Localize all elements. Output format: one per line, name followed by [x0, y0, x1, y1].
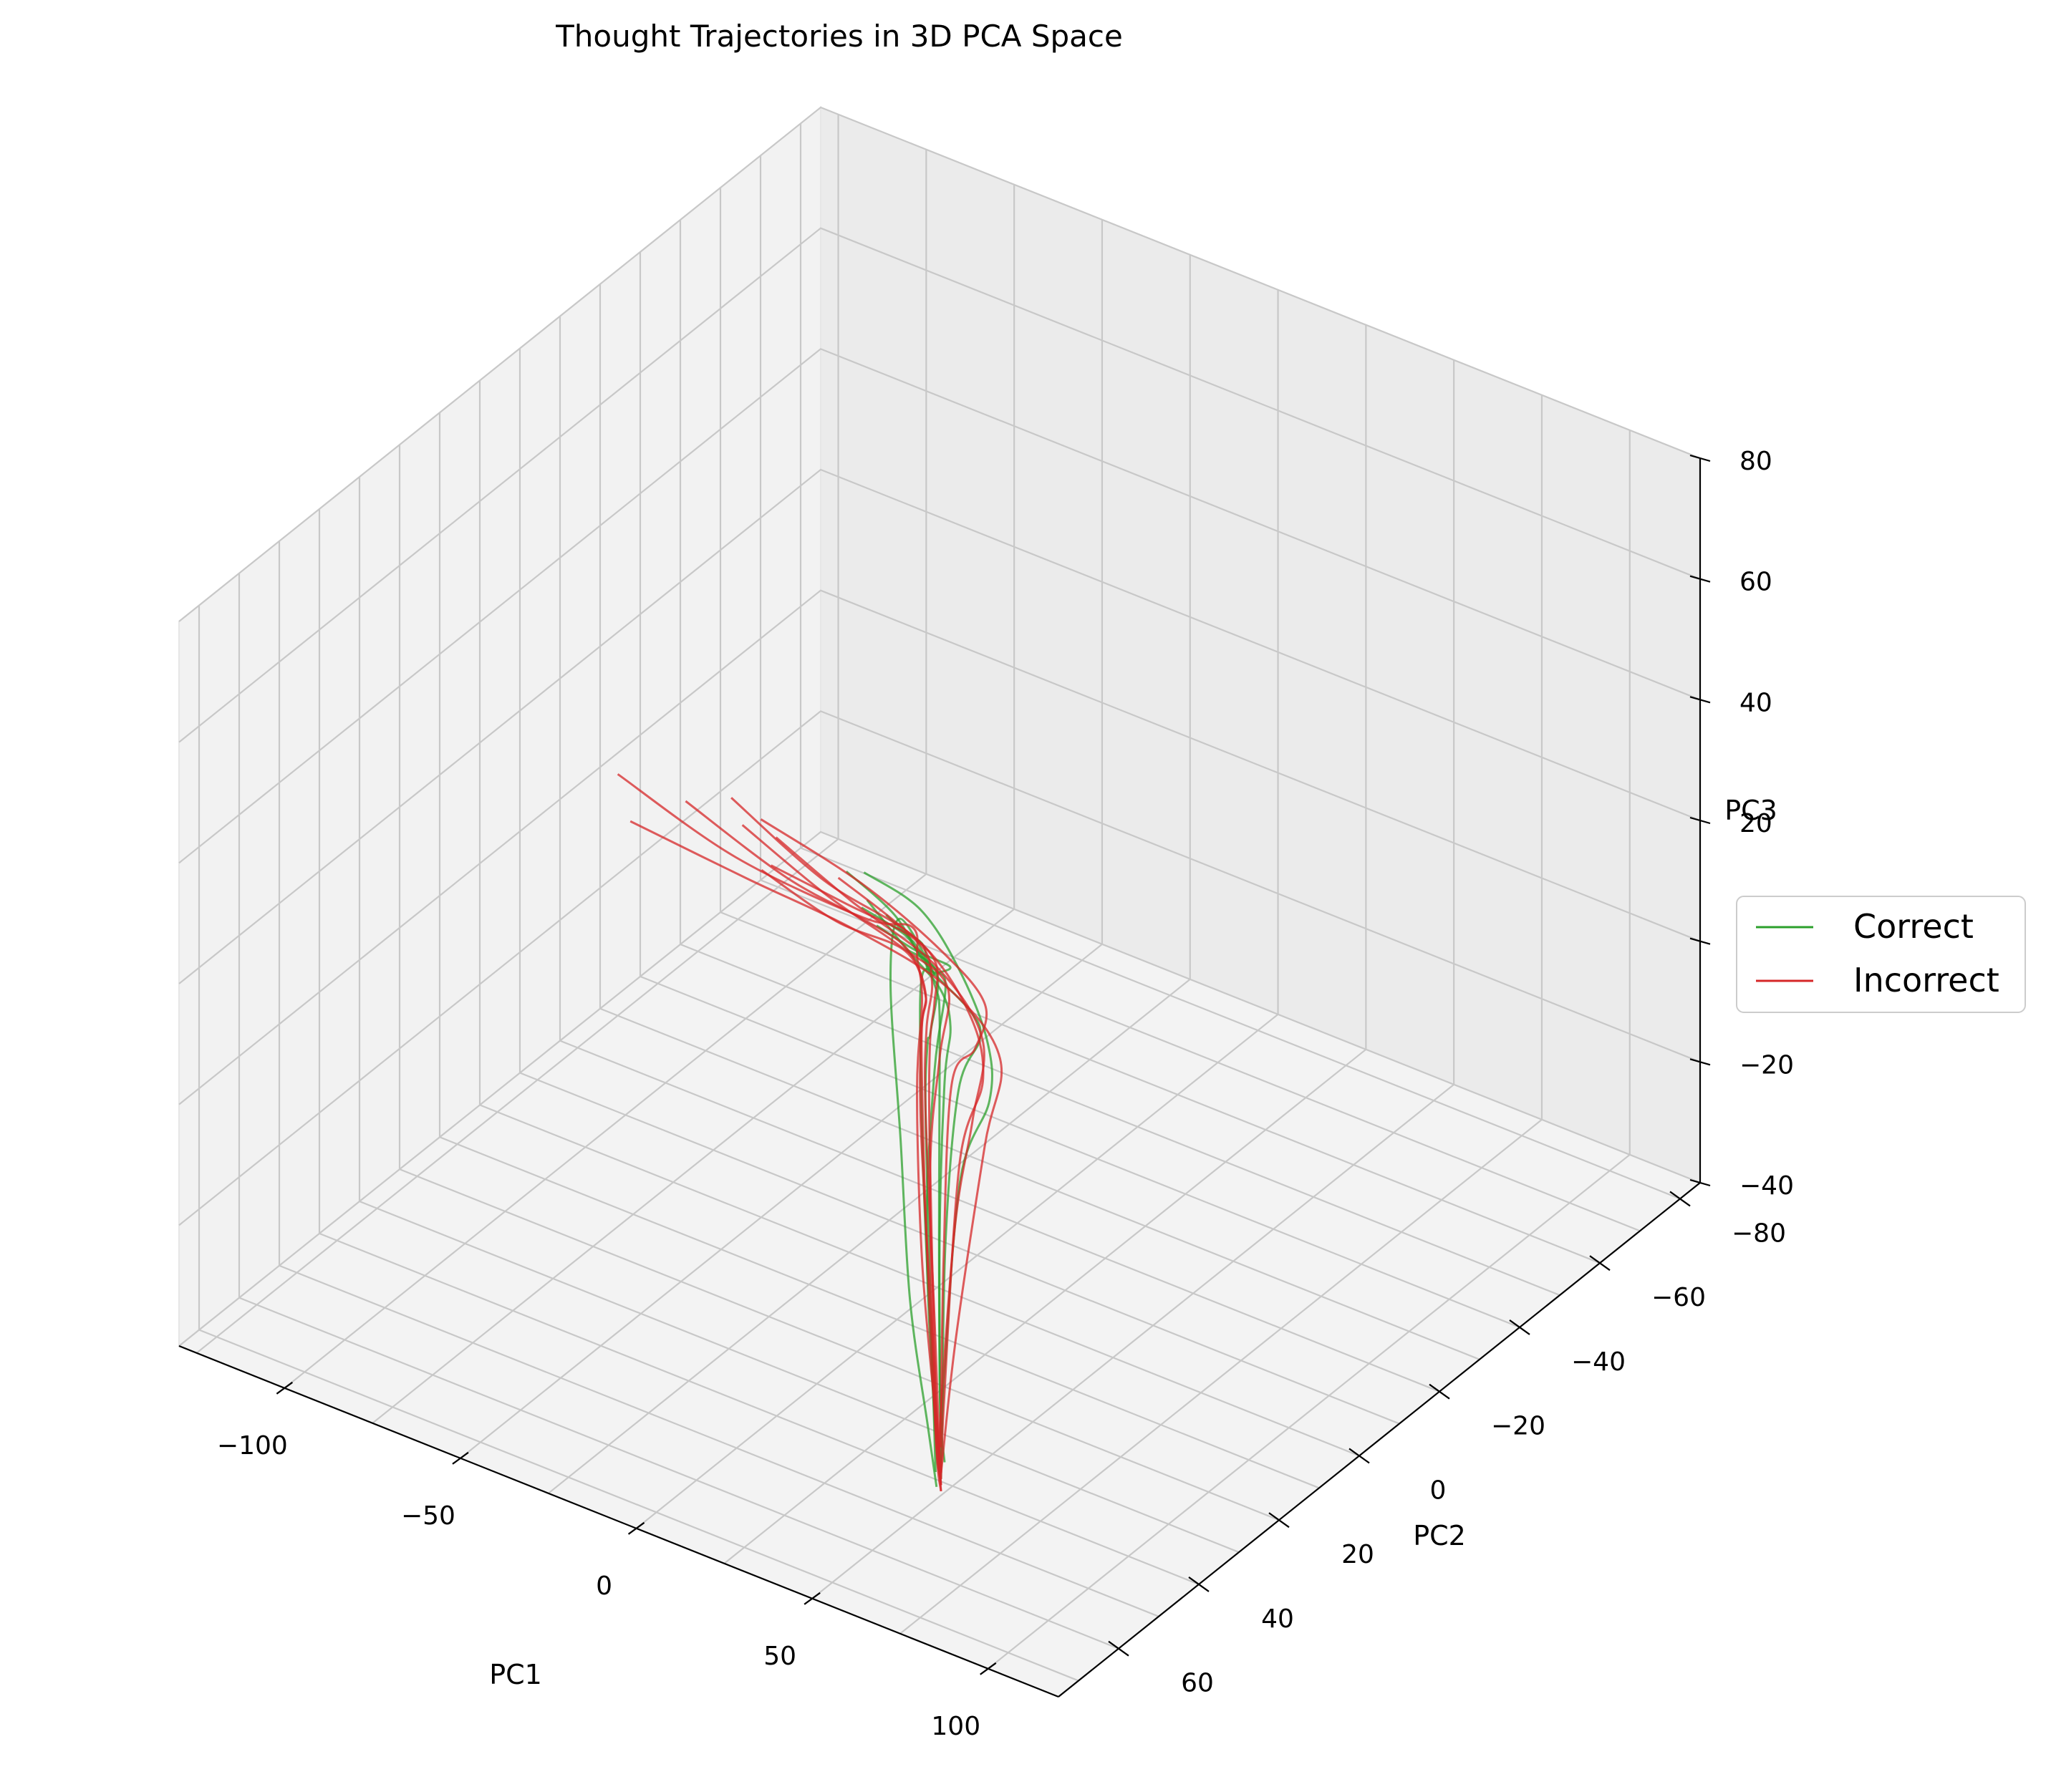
x-tick-mark: [627, 1521, 645, 1535]
trajectory-incorrect: [760, 818, 988, 1448]
x-tick-mark: [276, 1381, 294, 1395]
y-tick-label: −80: [1732, 1219, 1786, 1248]
trajectory-incorrect: [775, 836, 985, 1486]
legend: Correct Incorrect: [1736, 896, 2026, 1013]
z-tick-mark: [1689, 1058, 1711, 1066]
z-axis-label: PC3: [1724, 795, 1777, 826]
grid-line-z: [178, 710, 1701, 1226]
grid-line-z: [178, 106, 1701, 622]
z-tick-mark: [1689, 937, 1711, 945]
x-tick-label: −100: [217, 1431, 288, 1461]
y-tick-mark: [1188, 1577, 1210, 1592]
trajectory-incorrect: [730, 797, 985, 1479]
z-tick-mark: [1689, 575, 1711, 583]
z-tick-label: −40: [1739, 1171, 1794, 1201]
y-tick-label: −40: [1571, 1347, 1626, 1377]
z-tick-mark: [1689, 1178, 1711, 1187]
grid-line-z: [178, 468, 1701, 984]
y-tick-label: 0: [1430, 1476, 1447, 1505]
z-tick-label: 80: [1739, 447, 1772, 476]
y-tick-mark: [1589, 1255, 1611, 1272]
legend-box: [1736, 896, 2026, 1013]
y-tick-mark: [1348, 1448, 1370, 1464]
trajectory-lines: [617, 773, 1003, 1491]
x-tick-mark: [804, 1592, 821, 1605]
y-tick-label: −60: [1651, 1283, 1706, 1312]
x-axis-label: PC1: [489, 1659, 542, 1690]
x-axis-line: [178, 1345, 1059, 1698]
legend-label-incorrect: Incorrect: [1853, 961, 1999, 999]
grid-line-z: [178, 227, 1701, 743]
z-tick-mark: [1689, 454, 1711, 462]
y-axis-label: PC2: [1413, 1520, 1466, 1551]
chart-title: Thought Trajectories in 3D PCA Space: [555, 19, 1123, 54]
y-tick-mark: [1509, 1319, 1530, 1335]
grid-line-z: [178, 830, 1701, 1347]
y-axis-line: [1058, 1182, 1701, 1697]
trajectory-incorrect: [629, 820, 1003, 1473]
x-tick-label: 100: [931, 1712, 980, 1741]
legend-label-correct: Correct: [1853, 907, 1974, 946]
y-tick-mark: [1669, 1191, 1691, 1207]
z-tick-label: 60: [1739, 568, 1772, 597]
y-tick-label: −20: [1491, 1412, 1545, 1441]
x-tick-label: −50: [401, 1501, 455, 1531]
y-tick-label: 60: [1181, 1669, 1214, 1698]
grid-line-z: [178, 589, 1701, 1105]
z-tick-label: 40: [1739, 688, 1772, 717]
grid-line-z: [178, 348, 1701, 864]
z-tick-mark: [1689, 816, 1711, 825]
x-tick-label: 50: [763, 1642, 796, 1671]
x-tick-mark: [980, 1662, 997, 1675]
y-tick-mark: [1268, 1512, 1290, 1529]
x-tick-mark: [452, 1451, 469, 1465]
y-tick-label: 20: [1341, 1540, 1374, 1569]
x-tick-label: 0: [596, 1571, 612, 1601]
z-tick-label: −20: [1739, 1050, 1794, 1080]
y-tick-label: 40: [1261, 1604, 1294, 1634]
y-tick-mark: [1429, 1383, 1450, 1400]
trajectory-incorrect: [741, 824, 950, 1486]
z-tick-label: 20: [1739, 809, 1772, 838]
y-tick-mark: [1108, 1640, 1129, 1657]
z-tick-mark: [1689, 696, 1711, 704]
